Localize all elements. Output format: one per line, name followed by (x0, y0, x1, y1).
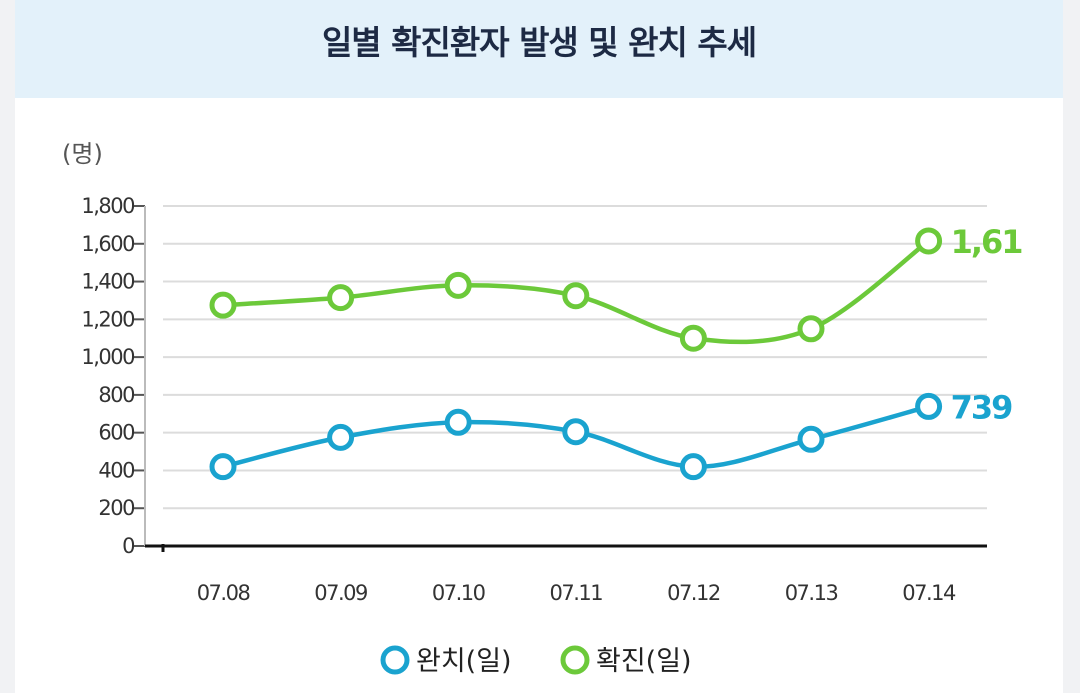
chart-card: 일별 확진환자 발생 및 완치 추세 (15, 0, 1063, 693)
data-point (327, 423, 355, 451)
y-tick-label: 1,600 (81, 232, 134, 256)
y-tick-label: 0 (122, 534, 134, 558)
legend-item: 확진(일) (560, 645, 692, 677)
chart-header: 일별 확진환자 발생 및 완치 추세 (15, 0, 1063, 98)
end-labels: 739 1,61 (951, 223, 1025, 426)
axes (134, 205, 987, 552)
legend-item: 완치(일) (380, 645, 512, 677)
data-point (209, 291, 237, 319)
data-point (444, 271, 472, 299)
y-tick-label: 800 (98, 383, 134, 407)
y-tick-label: 1,800 (81, 194, 134, 218)
series-end-label: 739 (951, 388, 1013, 426)
legend: 완치(일) 확진(일) (380, 645, 692, 677)
y-tick-label: 1,400 (81, 270, 134, 294)
chart-title: 일별 확진환자 발생 및 완치 추세 (321, 23, 757, 62)
y-tick-labels: 0 200 400 600 800 1,000 1,200 1,400 1,600 1,800 (81, 194, 135, 558)
data-point (915, 227, 943, 255)
data-point (679, 453, 707, 481)
y-tick-label: 1,200 (81, 307, 134, 331)
data-point (915, 392, 943, 420)
data-point (562, 418, 590, 446)
legend-label: 완치(일) (416, 646, 512, 677)
legend-marker (560, 645, 590, 675)
data-point (679, 324, 707, 352)
y-axis-unit-label: (명) (62, 140, 103, 168)
x-tick-label: 07.13 (785, 581, 838, 605)
data-point (327, 284, 355, 312)
y-tick-label: 400 (98, 458, 134, 482)
x-tick-label: 07.09 (314, 581, 367, 605)
x-tick-label: 07.10 (432, 581, 485, 605)
x-tick-labels: 07.08 07.09 07.10 07.11 07.12 07.13 07.14 (197, 581, 958, 605)
series-end-label: 1,61 (951, 223, 1023, 261)
data-points (209, 227, 943, 481)
y-tick-label: 200 (98, 496, 134, 520)
x-tick-label: 07.08 (197, 581, 250, 605)
y-tick-label: 600 (98, 421, 134, 445)
legend-label: 확진(일) (596, 646, 692, 677)
x-tick-label: 07.12 (667, 581, 720, 605)
x-tick-label: 07.14 (902, 581, 956, 605)
x-tick-label: 07.11 (549, 581, 602, 605)
y-tick-label: 1,000 (81, 345, 134, 369)
grid-lines (163, 205, 987, 510)
data-point (444, 408, 472, 436)
data-point (797, 315, 825, 343)
data-point (562, 282, 590, 310)
legend-marker (380, 645, 410, 675)
data-point (209, 453, 237, 481)
data-point (797, 425, 825, 453)
